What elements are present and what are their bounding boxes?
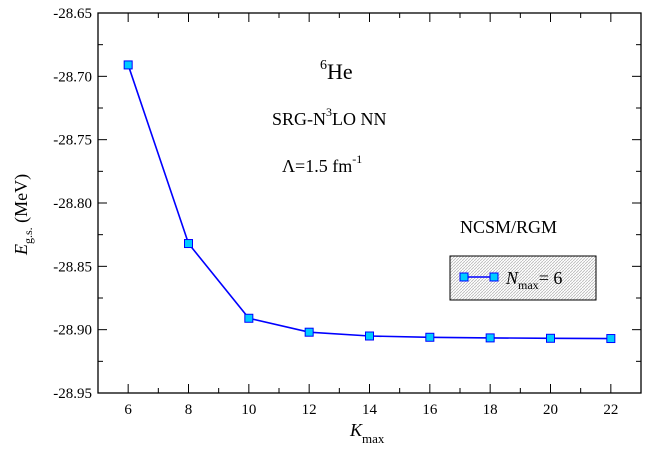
y-tick-label: -28.70 (53, 69, 92, 85)
legend-entry-main: N (505, 268, 519, 288)
data-point (485, 333, 495, 343)
legend-entry-post: = 6 (539, 268, 563, 288)
y-tick-label: -28.80 (53, 196, 92, 212)
legend-marker-left (459, 272, 469, 282)
x-tick-label: 14 (362, 402, 378, 418)
interaction-annotation: SRG-N3LO NN (272, 105, 387, 129)
y-label-main: E (11, 244, 31, 256)
x-tick-label: 12 (302, 402, 317, 418)
x-tick-label: 22 (603, 402, 618, 418)
y-label-unit: (MeV) (11, 174, 32, 227)
y-tick-label: -28.65 (53, 6, 92, 22)
x-tick-label: 8 (185, 402, 193, 418)
legend-box (449, 255, 597, 301)
nucleus-symbol: He (327, 59, 353, 84)
x-label-main: K (349, 420, 363, 440)
legend-marker-right (489, 272, 499, 282)
cutoff-pre: Λ=1.5 fm (282, 156, 352, 176)
interaction-post: LO NN (332, 109, 387, 129)
y-tick-label: -28.75 (53, 133, 92, 149)
data-point (365, 331, 374, 341)
data-point (244, 313, 254, 323)
x-tick-label: 6 (124, 402, 132, 418)
method-label: NCSM/RGM (460, 217, 557, 237)
x-tick-label: 16 (422, 402, 438, 418)
data-point (304, 327, 314, 337)
x-axis-label: Kmax (349, 420, 385, 446)
nucleus-annotation: 6He (320, 58, 353, 84)
nucleus-mass-number: 6 (320, 58, 327, 73)
interaction-pre: SRG-N (272, 109, 326, 129)
x-tick-label: 20 (543, 402, 558, 418)
x-label-sub: max (362, 431, 385, 446)
y-label-sub: g.s. (21, 227, 35, 244)
interaction-sup: 3 (326, 105, 332, 119)
cutoff-annotation: Λ=1.5 fm-1 (282, 152, 362, 176)
cutoff-sup: -1 (352, 152, 362, 166)
data-point (606, 334, 616, 344)
x-tick-label: 10 (241, 402, 256, 418)
y-tick-label: -28.85 (53, 259, 92, 275)
tick-group (97, 12, 642, 394)
y-tick-label: -28.95 (53, 386, 92, 402)
tick-label-group: 6 8 10 12 14 16 18 20 22 -28.95 -28.90 -28.85 -28.80… (53, 6, 618, 418)
y-tick-label: -28.90 (53, 323, 92, 339)
x-tick-label: 18 (483, 402, 498, 418)
series-layer (123, 60, 616, 344)
data-point (425, 332, 435, 342)
data-point (184, 239, 193, 249)
data-point (123, 60, 133, 70)
legend-entry-label: Nmax= 6 (505, 268, 562, 292)
y-axis-label: Eg.s. (MeV) (11, 174, 35, 256)
legend-entry-sub: max (518, 278, 539, 292)
data-point (546, 333, 555, 343)
legend: Nmax= 6 (449, 255, 597, 301)
